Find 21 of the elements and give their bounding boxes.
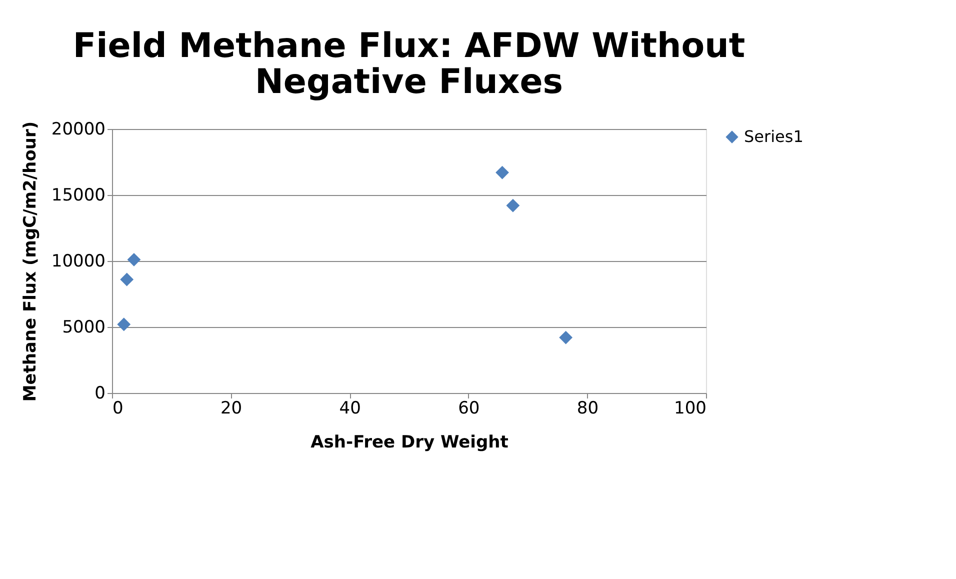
chart-title: Field Methane Flux: AFDW Without Negative Fluxes — [72, 26, 746, 102]
point — [120, 272, 134, 286]
x-tick-label: 60 — [458, 398, 480, 418]
x-tick-label: 100 — [674, 398, 706, 418]
point — [506, 198, 520, 212]
x-tick-label: 20 — [220, 398, 242, 418]
y-tick-label: 10000 — [51, 252, 106, 272]
y-tick-label: 0 — [94, 384, 106, 404]
point — [496, 166, 509, 180]
point — [559, 330, 573, 344]
x-tick-label: 80 — [576, 398, 599, 418]
y-axis-title: Methane Flux (mgC/m2/hour) — [20, 121, 40, 402]
x-tick-label: 40 — [339, 398, 361, 418]
point — [117, 318, 131, 332]
y-tick-label: 15000 — [51, 186, 106, 206]
x-axis-title: Ash-Free Dry Weight — [310, 432, 508, 452]
x-tick-label: 0 — [112, 398, 124, 418]
point — [127, 252, 141, 266]
legend-label: Series1 — [744, 127, 804, 146]
y-tick-label: 5000 — [62, 318, 106, 338]
y-tick-label: 20000 — [51, 120, 106, 140]
